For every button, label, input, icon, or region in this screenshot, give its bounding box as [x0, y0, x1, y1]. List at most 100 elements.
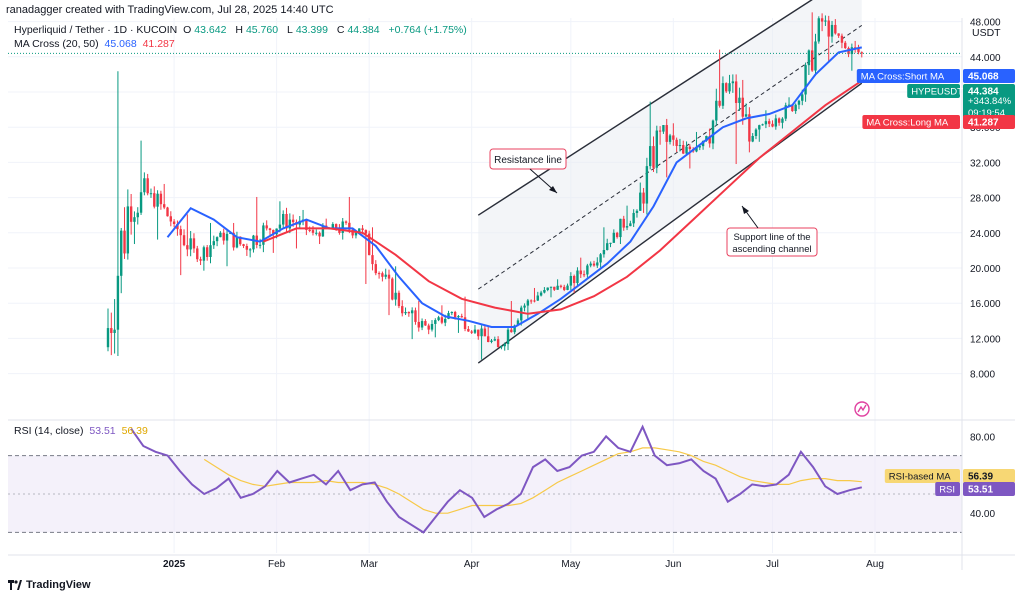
candle-body — [245, 246, 249, 250]
candle-body — [189, 238, 192, 250]
candle-body — [711, 120, 715, 144]
candle-body — [417, 321, 420, 328]
ma-short-price-label-text: MA Cross:Short MA — [861, 72, 945, 83]
candle-body — [559, 285, 563, 287]
tradingview-logo[interactable]: TradingView — [8, 579, 91, 591]
candle-body — [420, 321, 424, 328]
candle-body — [242, 244, 245, 246]
time-tick-label: Mar — [361, 559, 379, 570]
rsi-pane — [8, 424, 962, 534]
ma-short-value: 45.068 — [104, 38, 137, 50]
candle-body — [612, 232, 616, 243]
candle-body — [463, 317, 467, 329]
candle-body — [804, 65, 807, 95]
candle-body — [361, 228, 364, 231]
candle-body — [784, 105, 787, 119]
candle-body — [381, 273, 384, 277]
candle-body — [321, 225, 325, 237]
currency-label[interactable]: USDT — [972, 27, 1001, 39]
candle-body — [291, 219, 295, 223]
ma-short-line — [166, 46, 863, 328]
candle-body — [648, 146, 652, 167]
candle-body — [516, 320, 520, 326]
candle-body — [797, 100, 801, 105]
time-tick-label: Jun — [665, 559, 681, 570]
candle-body — [682, 145, 685, 154]
rsi-label: RSI (14, close) — [14, 425, 84, 437]
candle-body — [820, 18, 824, 22]
candle-body — [427, 325, 430, 330]
rsi-price-label-tag — [935, 482, 960, 496]
candle-body — [424, 321, 427, 326]
rsi-ma-price-label: RSI-based MA 56.39 — [884, 469, 1015, 483]
candle-body — [106, 328, 110, 348]
candle-body — [397, 292, 401, 307]
candle-body — [520, 307, 523, 321]
price-tick-label: 44.000 — [970, 53, 1001, 64]
candle-body — [490, 340, 493, 343]
candle-body — [500, 346, 503, 348]
candle-body — [457, 316, 460, 318]
candle-body — [470, 331, 473, 333]
candle-body — [725, 83, 728, 92]
candle-body — [407, 312, 411, 314]
candle-body — [764, 121, 768, 125]
candle-body — [480, 328, 483, 337]
candle-body — [384, 274, 387, 277]
candle-body — [672, 135, 675, 140]
candle-body — [556, 285, 559, 290]
event-badge-glyph — [857, 404, 867, 413]
candle-body — [513, 325, 516, 333]
candle-body — [553, 286, 556, 290]
candle-body — [794, 104, 797, 112]
candle-body — [460, 316, 463, 318]
symbol-price-label-text: HYPEUSDT — [911, 87, 963, 98]
ohlc-high: H 45.760 — [235, 24, 279, 36]
candle-body — [149, 193, 153, 195]
candle-body — [827, 20, 830, 37]
ma-long-line — [263, 79, 863, 315]
candle-body — [331, 224, 335, 230]
candle-body — [807, 50, 811, 66]
candle-body — [533, 300, 536, 302]
candle-body — [860, 52, 863, 54]
candle-body — [777, 118, 781, 123]
candle-body — [731, 81, 735, 84]
candle-body — [377, 273, 381, 275]
candle-body — [751, 136, 754, 142]
candle-body — [444, 318, 447, 323]
symbol-title: Hyperliquid / Tether · 1D · KUCOIN — [14, 24, 178, 36]
ma-long-price-label: MA Cross:Long MA 41.287 — [862, 115, 1015, 129]
channel-upper-line — [477, 0, 813, 216]
candle-body — [625, 226, 629, 228]
symbol-legend[interactable]: Hyperliquid / Tether · 1D · KUCOIN O 43.6… — [14, 24, 470, 36]
candle-body — [374, 264, 377, 274]
candle-body — [635, 210, 639, 213]
support-text-line1: Support line of the — [733, 232, 810, 243]
candle-body — [718, 100, 721, 106]
candle-body — [698, 146, 701, 148]
candle-body — [761, 124, 764, 126]
candle-body — [163, 204, 166, 208]
candle-body — [754, 129, 758, 136]
candle-body — [609, 242, 612, 244]
candle-body — [473, 329, 477, 333]
candle-body — [126, 206, 130, 254]
price-tick-label: 20.000 — [970, 264, 1001, 275]
candle-body — [199, 259, 202, 261]
support-box — [726, 227, 818, 257]
rsi-legend[interactable]: RSI (14, close) 53.51 56.39 — [14, 425, 151, 437]
ma-long-price-label-value-box — [963, 115, 1015, 129]
candle-body — [622, 218, 625, 228]
ma-legend[interactable]: MA Cross (20, 50) 45.068 41.287 — [14, 38, 178, 50]
candle-body — [586, 265, 589, 275]
candle-body — [817, 18, 820, 42]
candle-body — [268, 228, 272, 230]
candle-body — [143, 178, 146, 193]
candle-body — [705, 136, 708, 141]
candle-body — [536, 295, 539, 301]
candle-body — [781, 118, 784, 123]
candle-body — [658, 130, 662, 132]
candle-body — [758, 125, 761, 130]
ohlc-open: O 43.642 — [183, 24, 227, 36]
